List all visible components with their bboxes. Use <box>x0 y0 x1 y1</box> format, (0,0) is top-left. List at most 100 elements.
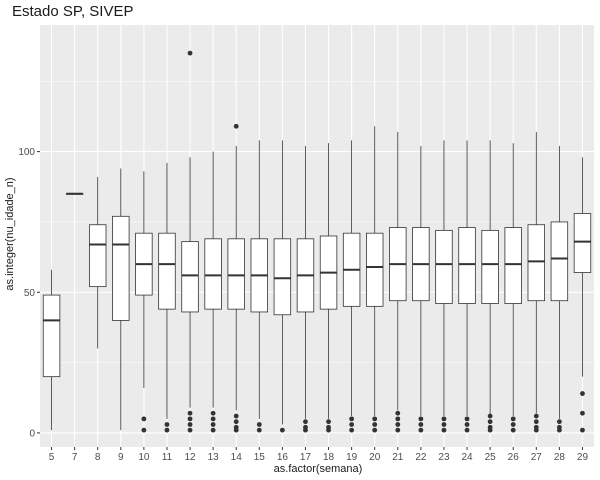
outlier-point <box>418 422 424 427</box>
box-26 <box>504 143 522 433</box>
x-axis-ticks: 5 7 8 9 10 11 12 13 14 15 16 17 18 19 20 21 22 23 24 25 26 27… <box>49 447 588 463</box>
box-23 <box>435 140 453 433</box>
outlier-point <box>510 422 516 427</box>
box-iqr <box>435 229 453 304</box>
outlier-point <box>464 422 470 427</box>
outlier-point <box>256 422 262 427</box>
box-24 <box>458 140 476 433</box>
box-iqr <box>527 224 546 302</box>
x-tick-label: 23 <box>438 452 450 463</box>
outlier-point <box>349 427 355 433</box>
box-iqr <box>88 224 107 288</box>
outlier-point <box>187 422 193 427</box>
box-27 <box>527 131 546 433</box>
outlier-point <box>210 416 216 422</box>
x-tick-label: 10 <box>138 452 150 463</box>
outlier-point <box>349 422 355 427</box>
outlier-point <box>395 410 401 416</box>
outlier-point <box>233 123 239 129</box>
outlier-point <box>210 422 216 427</box>
outlier-point <box>464 416 470 422</box>
outlier-point <box>556 427 562 433</box>
box-iqr <box>573 213 592 273</box>
outlier-point <box>510 427 516 433</box>
box-9 <box>112 168 130 431</box>
x-tick-label: 26 <box>508 452 520 463</box>
box-12 <box>181 50 199 433</box>
box-14 <box>227 123 245 433</box>
box-iqr <box>550 221 569 302</box>
outlier-point <box>187 416 193 422</box>
outlier-point <box>372 427 378 433</box>
x-tick-label: 22 <box>415 452 427 463</box>
box-10 <box>135 171 153 433</box>
x-tick-label: 17 <box>300 452 312 463</box>
x-tick-label: 28 <box>554 452 566 463</box>
box-29 <box>573 157 592 433</box>
x-tick-label: 20 <box>369 452 381 463</box>
outlier-point <box>372 416 378 422</box>
x-tick-label: 21 <box>392 452 404 463</box>
outlier-point <box>164 427 170 433</box>
outlier-point <box>533 419 539 425</box>
outlier-point <box>510 416 516 422</box>
box-17 <box>296 145 315 433</box>
outlier-point <box>372 422 378 427</box>
x-tick-label: 8 <box>95 452 101 463</box>
box-iqr <box>365 232 384 307</box>
outlier-point <box>395 422 401 427</box>
box-iqr <box>273 238 292 316</box>
outlier-point <box>487 419 493 425</box>
box-13 <box>204 151 222 433</box>
box-iqr <box>481 229 499 304</box>
box-iqr <box>158 232 176 310</box>
box-22 <box>412 145 430 433</box>
box-iqr <box>227 238 245 310</box>
plot-panel <box>40 25 594 447</box>
outlier-point <box>395 427 401 433</box>
outlier-point <box>441 422 447 427</box>
y-tick-label: 100 <box>18 147 35 158</box>
outlier-point <box>141 416 147 422</box>
outlier-point <box>418 416 424 422</box>
x-tick-label: 13 <box>208 452 220 463</box>
box-20 <box>365 126 384 433</box>
x-tick-label: 16 <box>277 452 289 463</box>
outlier-point <box>141 427 147 433</box>
x-tick-label: 5 <box>49 452 55 463</box>
outlier-point <box>580 391 585 396</box>
x-tick-label: 19 <box>346 452 358 463</box>
outlier-point <box>533 413 539 419</box>
outlier-point <box>580 410 585 416</box>
box-15 <box>250 140 269 433</box>
y-axis-title: as.integer(nu_idade_n) <box>4 177 16 290</box>
x-axis-title: as.factor(semana) <box>274 463 363 475</box>
outlier-point <box>210 410 216 416</box>
outlier-point <box>441 427 447 433</box>
outlier-point <box>418 427 424 433</box>
outlier-point <box>533 427 539 433</box>
outlier-point <box>556 419 562 425</box>
outlier-point <box>464 427 470 433</box>
outlier-point <box>441 416 447 422</box>
box-iqr <box>204 238 222 310</box>
outlier-point <box>395 416 401 422</box>
box-8 <box>88 176 107 349</box>
outlier-point <box>279 427 285 433</box>
outlier-point <box>164 422 170 427</box>
outlier-point <box>233 419 239 425</box>
box-7 <box>65 192 84 195</box>
box-25 <box>481 140 499 433</box>
outlier-point <box>487 413 493 419</box>
box-28 <box>550 145 569 433</box>
x-tick-label: 27 <box>531 452 543 463</box>
box-series <box>42 50 592 433</box>
outlier-point <box>326 427 331 433</box>
x-tick-label: 7 <box>72 452 78 463</box>
outlier-point <box>187 50 193 56</box>
chart-title: Estado SP, SIVEP <box>12 3 133 20</box>
outlier-point <box>187 410 193 416</box>
x-tick-label: 18 <box>323 452 335 463</box>
